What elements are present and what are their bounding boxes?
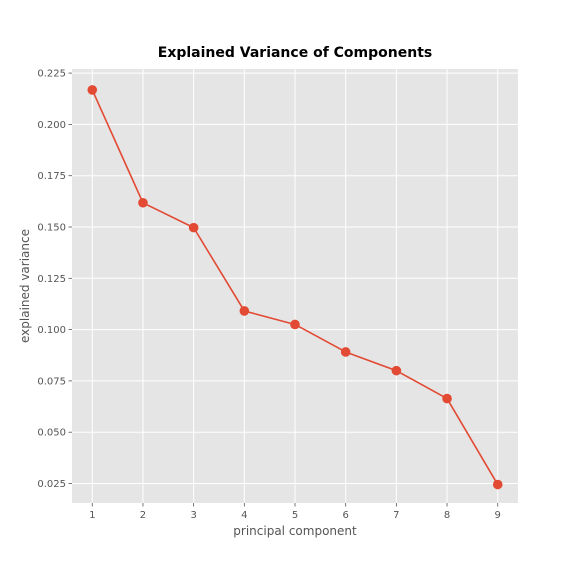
data-point (239, 306, 250, 316)
x-tick-label: 4 (241, 510, 247, 521)
data-point (340, 347, 351, 357)
x-tick-label: 6 (342, 510, 348, 521)
y-axis-label: explained variance (18, 229, 32, 343)
data-point (290, 319, 300, 330)
x-axis-ticks: 1 2 3 4 5 6 7 8 9 (89, 503, 501, 521)
x-axis-label: principal component (233, 524, 357, 538)
data-point (188, 222, 199, 233)
y-tick-label: 0.125 (37, 274, 66, 285)
y-tick-label: 0.225 (37, 69, 66, 80)
data-point (442, 393, 452, 404)
data-point (391, 365, 402, 376)
y-tick-label: 0.200 (37, 120, 66, 131)
chart-title: Explained Variance of Components (158, 45, 432, 61)
x-tick-label: 2 (140, 510, 146, 521)
x-tick-label: 1 (89, 510, 95, 521)
data-point (87, 85, 98, 95)
y-tick-label: 0.050 (37, 428, 66, 439)
y-axis-ticks: 0.025 0.050 0.075 0.100 0.125 0.150 0.175 0.200… (37, 69, 72, 490)
x-tick-label: 7 (393, 510, 399, 521)
data-point (492, 479, 503, 490)
y-tick-label: 0.025 (37, 479, 66, 490)
x-tick-label: 5 (292, 510, 298, 521)
x-tick-label: 9 (495, 510, 501, 521)
y-tick-label: 0.075 (37, 376, 66, 387)
grid-lines (72, 69, 518, 503)
y-tick-label: 0.150 (37, 223, 66, 234)
x-tick-label: 8 (444, 510, 450, 521)
data-point (138, 197, 148, 208)
y-tick-label: 0.100 (37, 325, 66, 336)
y-tick-label: 0.175 (37, 171, 66, 182)
series-layer (87, 85, 503, 490)
x-tick-label: 3 (190, 510, 196, 521)
